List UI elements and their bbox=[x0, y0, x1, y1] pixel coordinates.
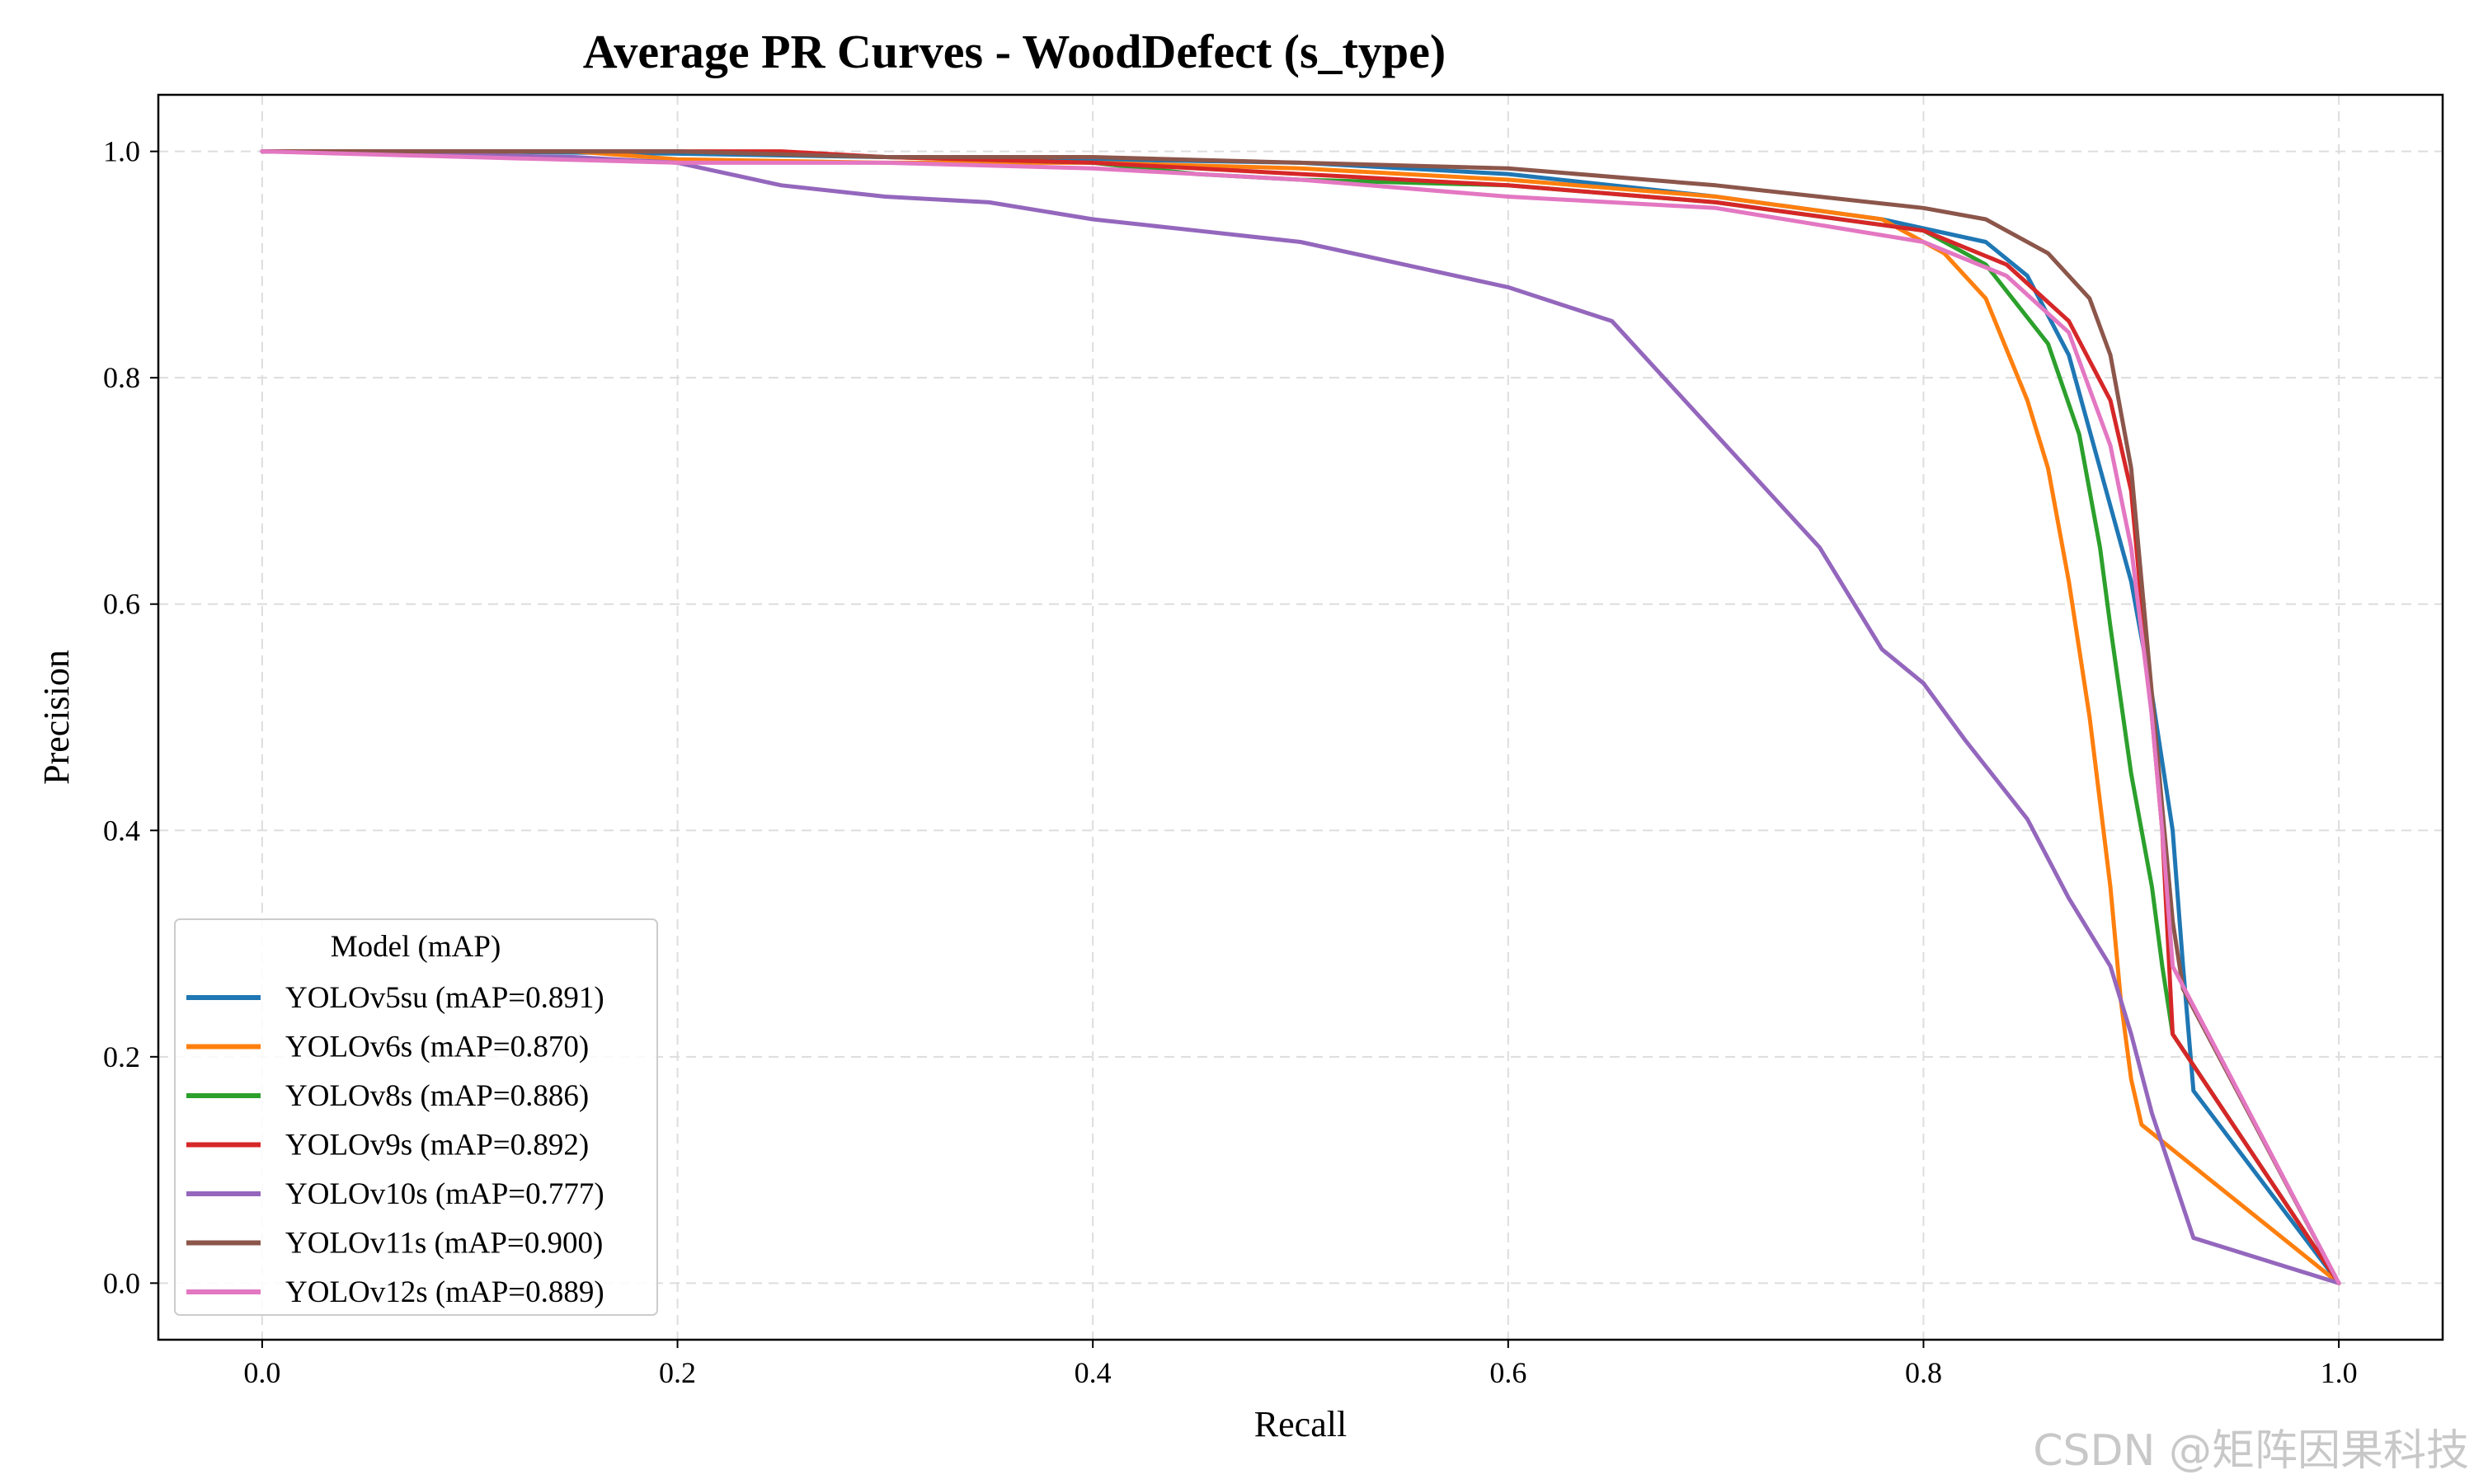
watermark: CSDN @矩阵因果科技 bbox=[2033, 1426, 2469, 1476]
legend-label: YOLOv11s (mAP=0.900) bbox=[285, 1227, 603, 1261]
legend-label: YOLOv12s (mAP=0.889) bbox=[285, 1275, 604, 1309]
legend-label: YOLOv5su (mAP=0.891) bbox=[285, 981, 604, 1015]
legend-label: YOLOv10s (mAP=0.777) bbox=[285, 1177, 604, 1211]
series-line-7 bbox=[260, 149, 2341, 1285]
x-tick-label: 1.0 bbox=[2321, 1356, 2358, 1389]
legend-title: Model (mAP) bbox=[331, 930, 501, 964]
x-tick-label: 0.0 bbox=[243, 1356, 280, 1389]
legend-box bbox=[174, 918, 658, 1316]
x-tick-label: 0.2 bbox=[659, 1356, 696, 1389]
legend-label: YOLOv8s (mAP=0.886) bbox=[285, 1079, 589, 1113]
legend-entries: YOLOv5su (mAP=0.891) YOLOv6s (mAP=0.870) Y… bbox=[186, 981, 604, 1309]
y-tick-label: 0.2 bbox=[103, 1040, 140, 1073]
y-tick-label: 0.4 bbox=[103, 814, 140, 847]
axis-ticks: 0.0 0.2 0.4 0.6 0.8 1.0 0.0 0.2 0.4 0.6 0.8 1.0 bbox=[103, 135, 2358, 1389]
y-tick-label: 0.8 bbox=[103, 361, 140, 394]
y-tick-label: 0.0 bbox=[103, 1266, 140, 1299]
x-tick-label: 0.8 bbox=[1905, 1356, 1942, 1389]
legend-label: YOLOv6s (mAP=0.870) bbox=[285, 1031, 589, 1064]
x-tick-label: 0.4 bbox=[1075, 1356, 1112, 1389]
chart-title: Average PR Curves - WoodDefect (s_type) bbox=[583, 25, 1446, 78]
series-lines bbox=[260, 149, 2341, 1285]
legend-label: YOLOv9s (mAP=0.892) bbox=[285, 1129, 589, 1162]
x-axis-label: Recall bbox=[1254, 1404, 1347, 1444]
y-axis-label: Precision bbox=[36, 650, 77, 785]
y-tick-label: 1.0 bbox=[103, 135, 140, 168]
plot-frame bbox=[157, 93, 2444, 1341]
y-tick-label: 0.6 bbox=[103, 588, 140, 621]
x-tick-label: 0.6 bbox=[1489, 1356, 1526, 1389]
legend: Model (mAP) YOLOv5su (mAP=0.891) YOLOv6s … bbox=[174, 918, 658, 1316]
series-line-5 bbox=[260, 149, 2341, 1285]
